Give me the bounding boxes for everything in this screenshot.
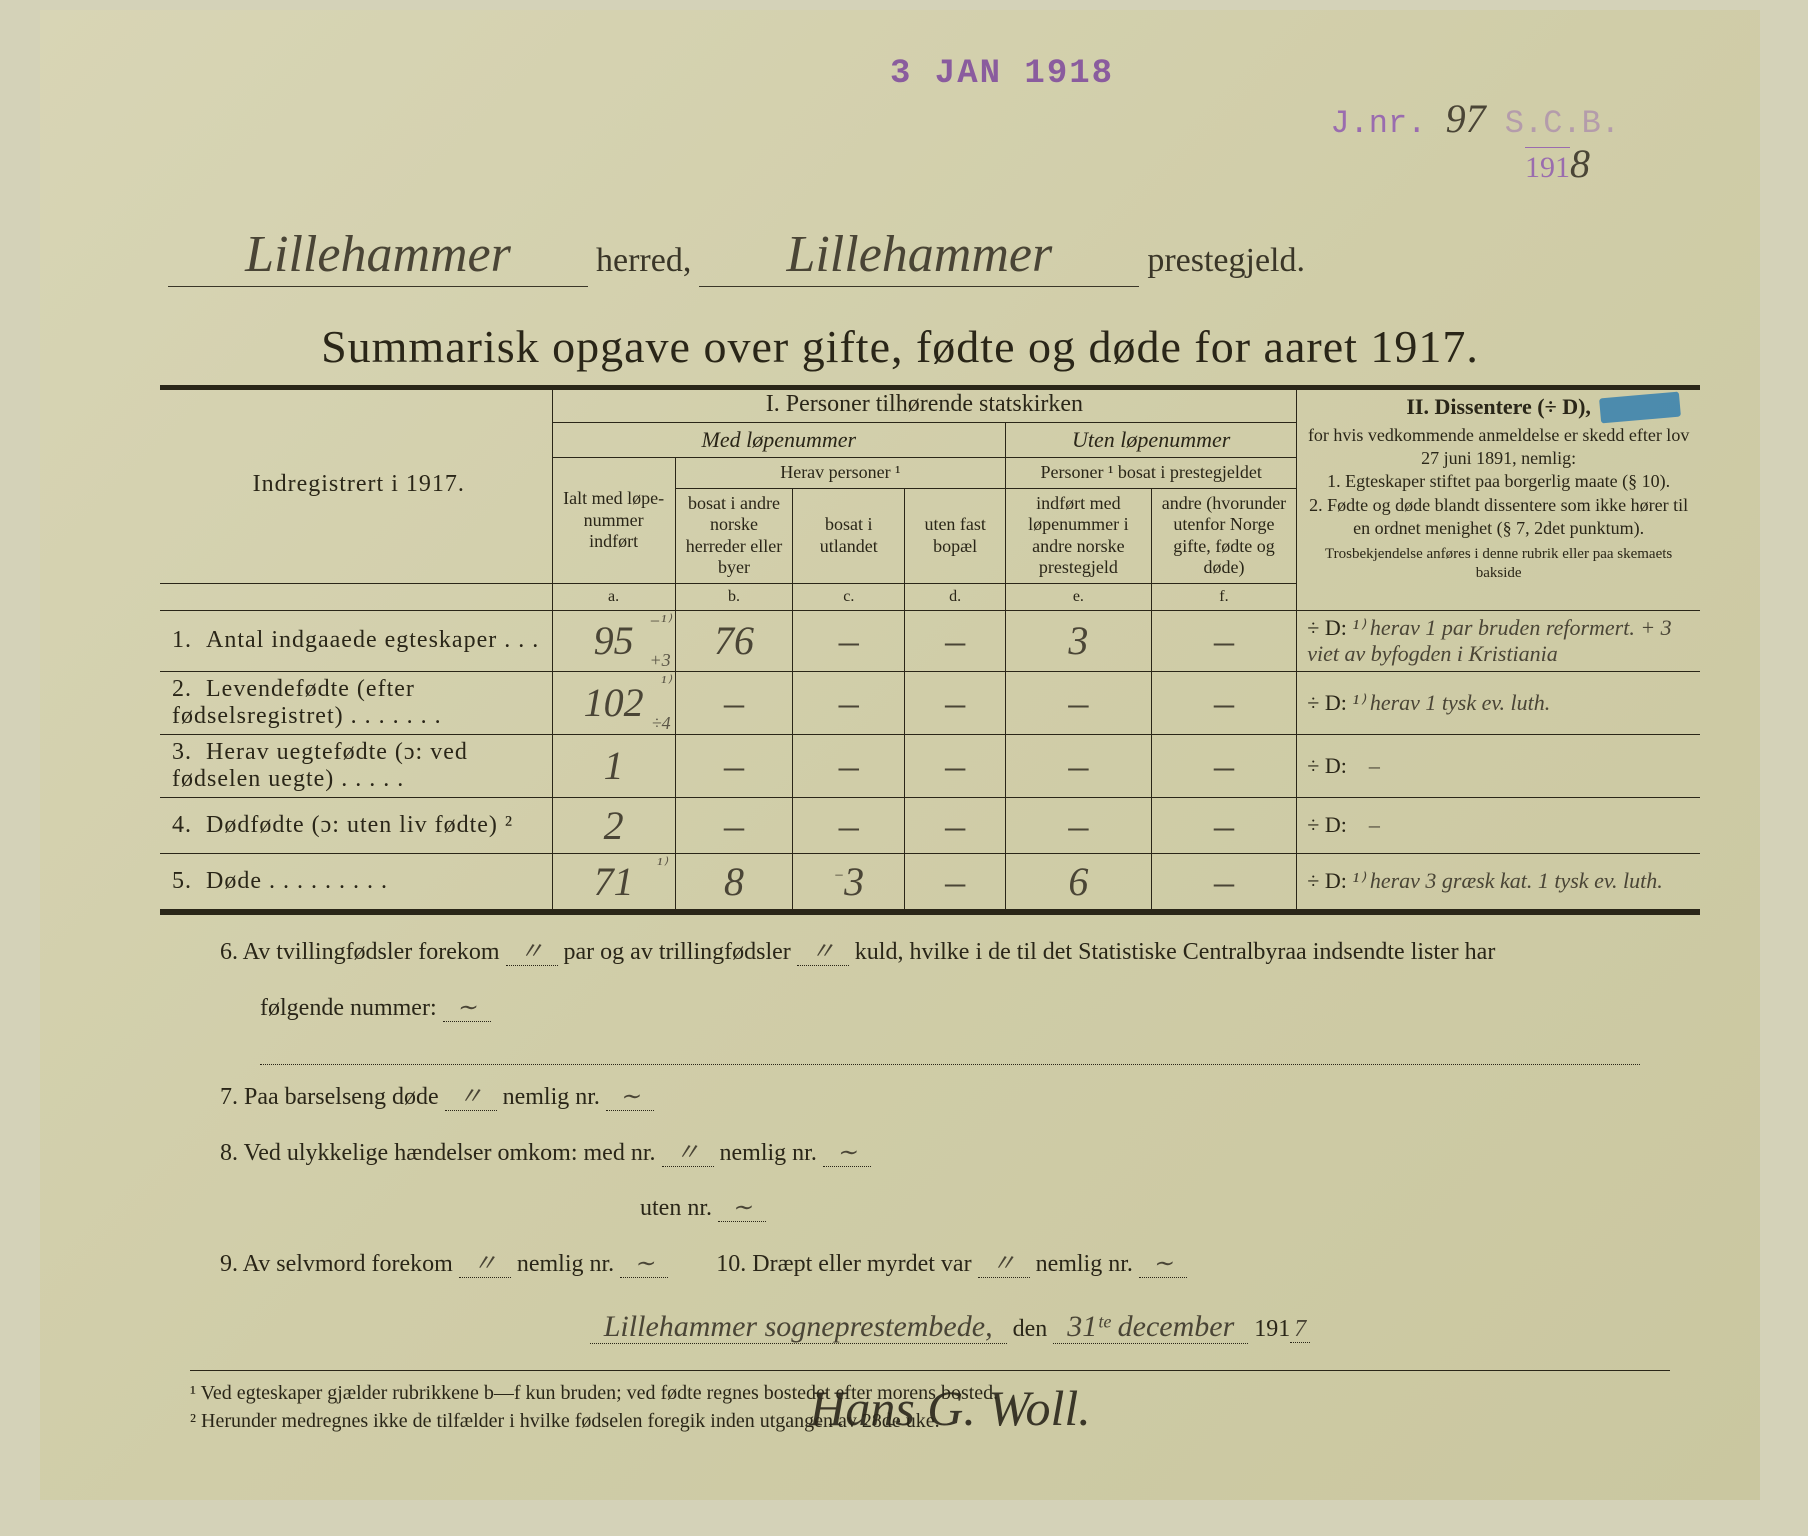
table-row: 5. Døde . . . . . . . . . 71 ¹⁾ 8 −3 – 6…: [160, 853, 1700, 909]
row2-e: –: [1006, 671, 1152, 734]
row3-d: –: [905, 734, 1006, 797]
section1-title: I. Personer tilhørende statskirken: [552, 387, 1297, 423]
stamp-received-date: 3 JAN 1918: [890, 55, 1114, 93]
row4-label: 4. Dødfødte (ɔ: uten liv fødte) ²: [160, 797, 552, 853]
section2-title: II. Dissentere (÷ D),: [1305, 393, 1692, 422]
row3-c: –: [793, 734, 905, 797]
line-8b: uten nr. ∼: [220, 1186, 1680, 1232]
bottom-rule: [160, 910, 1700, 915]
row3-b: –: [675, 734, 793, 797]
row4-e: –: [1006, 797, 1152, 853]
herred-label: herred,: [596, 242, 691, 280]
row1-d: –: [905, 610, 1006, 671]
row5-f: –: [1151, 853, 1297, 909]
row5-b: 8: [675, 853, 793, 909]
letter-b: b.: [675, 583, 793, 610]
row2-a: 102 ¹⁾ ÷4: [552, 671, 675, 734]
line-7: 7. Paa barselseng døde 〃 nemlig nr. ∼: [220, 1075, 1680, 1121]
row5-d: –: [905, 853, 1006, 909]
row1-c: –: [793, 610, 905, 671]
row4-f: –: [1151, 797, 1297, 853]
herred-name: Lillehammer: [168, 225, 588, 287]
section2-cell: II. Dissentere (÷ D), for hvis vedkommen…: [1297, 387, 1700, 611]
row4-a: 2: [552, 797, 675, 853]
footnotes: ¹ Ved egteskaper gjælder rubrikkene b—f …: [190, 1370, 1670, 1435]
uten-lope: Uten løpenummer: [1006, 423, 1297, 458]
jnr-number: 97: [1446, 96, 1486, 141]
letter-e: e.: [1006, 583, 1152, 610]
row2-d: –: [905, 671, 1006, 734]
table-row: 1. Antal indgaaede egteskaper . . . 95 −…: [160, 610, 1700, 671]
row5-a: 71 ¹⁾: [552, 853, 675, 909]
place: Lillehammer sogneprestembede,: [590, 1310, 1007, 1344]
line-8: 8. Ved ulykkelige hændelser omkom: med n…: [220, 1131, 1680, 1177]
line-6b: følgende nummer: ∼: [220, 986, 1680, 1032]
section2-body: for hvis vedkommende anmeldelse er skedd…: [1305, 424, 1692, 541]
year-prefix: 191: [1525, 147, 1570, 184]
prestegjeld-name: Lillehammer: [699, 225, 1139, 287]
col-e-head: indført med løpenummer i andre norske pr…: [1006, 488, 1152, 583]
letter-c: c.: [793, 583, 905, 610]
row1-e: 3: [1006, 610, 1152, 671]
blank-letter: [160, 583, 552, 610]
header-line: Lillehammer herred, Lillehammer prestegj…: [160, 225, 1660, 287]
line-6: 6. Av tvillingfødsler forekom 〃 par og a…: [220, 930, 1680, 976]
footnote-2: ² Herunder medregnes ikke de tilfælder i…: [190, 1407, 1670, 1435]
row4-g: ÷ D: –: [1297, 797, 1700, 853]
row5-e: 6: [1006, 853, 1152, 909]
row1-label: 1. Antal indgaaede egteskaper . . .: [160, 610, 552, 671]
row1-g: ÷ D: ¹⁾ herav 1 par bruden reformert. + …: [1297, 610, 1700, 671]
document-paper: 3 JAN 1918 J.nr. 97 S.C.B. 1918 Lilleham…: [40, 10, 1760, 1500]
stamp-journal-number: J.nr. 97 S.C.B.: [1330, 95, 1620, 142]
row2-f: –: [1151, 671, 1297, 734]
row2-label: 2. Levendefødte (efter fødselsregistret)…: [160, 671, 552, 734]
footnote-1: ¹ Ved egteskaper gjælder rubrikkene b—f …: [190, 1379, 1670, 1407]
blank-rule: [260, 1041, 1640, 1065]
row2-b: –: [675, 671, 793, 734]
row4-c: –: [793, 797, 905, 853]
page-title: Summarisk opgave over gifte, fødte og dø…: [40, 320, 1760, 373]
row1-b: 76: [675, 610, 793, 671]
row3-e: –: [1006, 734, 1152, 797]
date-line: Lillehammer sogneprestembede, den 31ᵗᵉ d…: [220, 1298, 1680, 1355]
table-row: 3. Herav uegtefødte (ɔ: ved fødselen ueg…: [160, 734, 1700, 797]
herav-personer: Herav personer ¹: [675, 458, 1005, 489]
row5-label: 5. Døde . . . . . . . . .: [160, 853, 552, 909]
letter-d: d.: [905, 583, 1006, 610]
col-b-head: bosat i andre norske herreder eller byer: [675, 488, 793, 583]
jnr-label: J.nr.: [1330, 105, 1426, 142]
stamp-year: 1918: [1525, 140, 1590, 187]
personer-bosat: Personer ¹ bosat i prestegjeldet: [1006, 458, 1297, 489]
prestegjeld-label: prestegjeld.: [1147, 242, 1305, 280]
col-c-head: bosat i utlandet: [793, 488, 905, 583]
table-row: 4. Dødfødte (ɔ: uten liv fødte) ² 2 – – …: [160, 797, 1700, 853]
col-a-head: Ialt med løpe-nummer indført: [552, 458, 675, 584]
row3-f: –: [1151, 734, 1297, 797]
letter-a: a.: [552, 583, 675, 610]
letter-f: f.: [1151, 583, 1297, 610]
indreg-header: Indregistrert i 1917.: [160, 387, 552, 584]
row4-b: –: [675, 797, 793, 853]
section2-note: Trosbekjendelse anføres i denne rubrik e…: [1305, 545, 1692, 584]
row5-g: ÷ D: ¹⁾ herav 3 græsk kat. 1 tysk ev. lu…: [1297, 853, 1700, 909]
row4-d: –: [905, 797, 1006, 853]
row3-label: 3. Herav uegtefødte (ɔ: ved fødselen ueg…: [160, 734, 552, 797]
summary-table: Indregistrert i 1917. I. Personer tilhør…: [160, 386, 1700, 910]
table-row: 2. Levendefødte (efter fødselsregistret)…: [160, 671, 1700, 734]
row1-a: 95 −¹⁾ +3: [552, 610, 675, 671]
col-d-head: uten fast bopæl: [905, 488, 1006, 583]
row2-c: –: [793, 671, 905, 734]
date: 31ᵗᵉ december: [1053, 1310, 1248, 1344]
year-digit: 8: [1570, 141, 1590, 186]
med-lope: Med løpenummer: [552, 423, 1006, 458]
row1-f: –: [1151, 610, 1297, 671]
row5-c: −3: [793, 853, 905, 909]
row3-a: 1: [552, 734, 675, 797]
row3-g: ÷ D: –: [1297, 734, 1700, 797]
col-f-head: andre (hvorunder utenfor Norge gifte, fø…: [1151, 488, 1297, 583]
line-9-10: 9. Av selvmord forekom 〃 nemlig nr. ∼ 10…: [220, 1242, 1680, 1288]
row2-g: ÷ D: ¹⁾ herav 1 tysk ev. luth.: [1297, 671, 1700, 734]
jnr-suffix: S.C.B.: [1505, 105, 1620, 142]
